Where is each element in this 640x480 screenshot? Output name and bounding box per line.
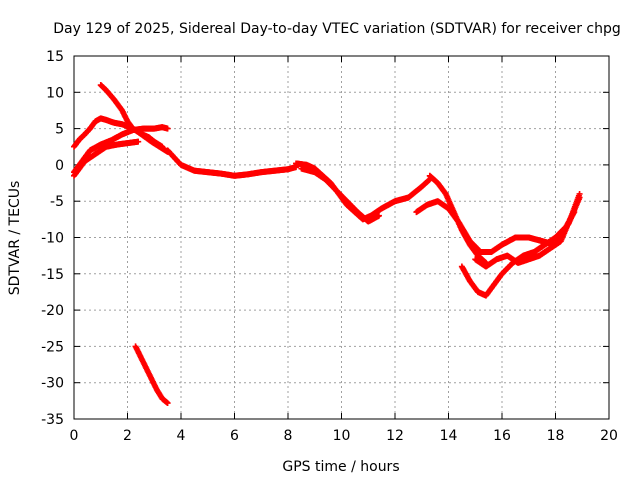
x-tick-label: 4	[177, 428, 186, 444]
x-tick-label: 16	[493, 428, 511, 444]
x-tick-label: 20	[600, 428, 618, 444]
y-tick-label: -25	[41, 339, 64, 355]
chart-title: Day 129 of 2025, Sidereal Day-to-day VTE…	[53, 21, 621, 37]
y-tick-label: -15	[41, 267, 64, 283]
series-arc-7	[298, 165, 382, 225]
y-axis-label: SDTVAR / TECUs	[7, 181, 23, 296]
data-point	[576, 190, 583, 197]
series-arc-11	[472, 190, 583, 270]
y-tick-label: -35	[41, 412, 64, 428]
y-tick-label: -20	[41, 303, 64, 319]
data-point	[164, 400, 171, 407]
data-point	[375, 212, 382, 219]
series-arc-12	[132, 343, 171, 407]
x-axis-label: GPS time / hours	[282, 459, 399, 475]
y-tick-label: 15	[46, 49, 64, 65]
x-tick-label: 6	[230, 428, 239, 444]
y-tick-label: 5	[55, 122, 64, 138]
y-tick-label: -5	[50, 194, 64, 210]
y-tick-label: -30	[41, 376, 64, 392]
series-arc-4	[71, 138, 142, 179]
x-tick-label: 18	[547, 428, 565, 444]
y-tick-labels: 15 10 5 0 -5 -10 -15 -20 -25 -30 -35	[41, 49, 64, 428]
x-tick-label: 0	[70, 428, 79, 444]
series-arc-5	[164, 147, 300, 179]
data-point	[164, 125, 171, 132]
x-tick-label: 10	[333, 428, 351, 444]
data-point	[135, 138, 142, 145]
x-tick-label: 12	[386, 428, 404, 444]
y-tick-label: 10	[46, 85, 64, 101]
y-tick-label: 0	[55, 158, 64, 174]
x-tick-label: 14	[440, 428, 458, 444]
x-tick-label: 8	[284, 428, 293, 444]
x-tick-labels: 0 2 4 6 8 10 12 14 16 18 20	[70, 428, 618, 444]
x-tick-label: 2	[123, 428, 132, 444]
data-points	[71, 82, 583, 407]
grid-lines	[74, 56, 609, 419]
y-tick-label: -10	[41, 231, 64, 247]
